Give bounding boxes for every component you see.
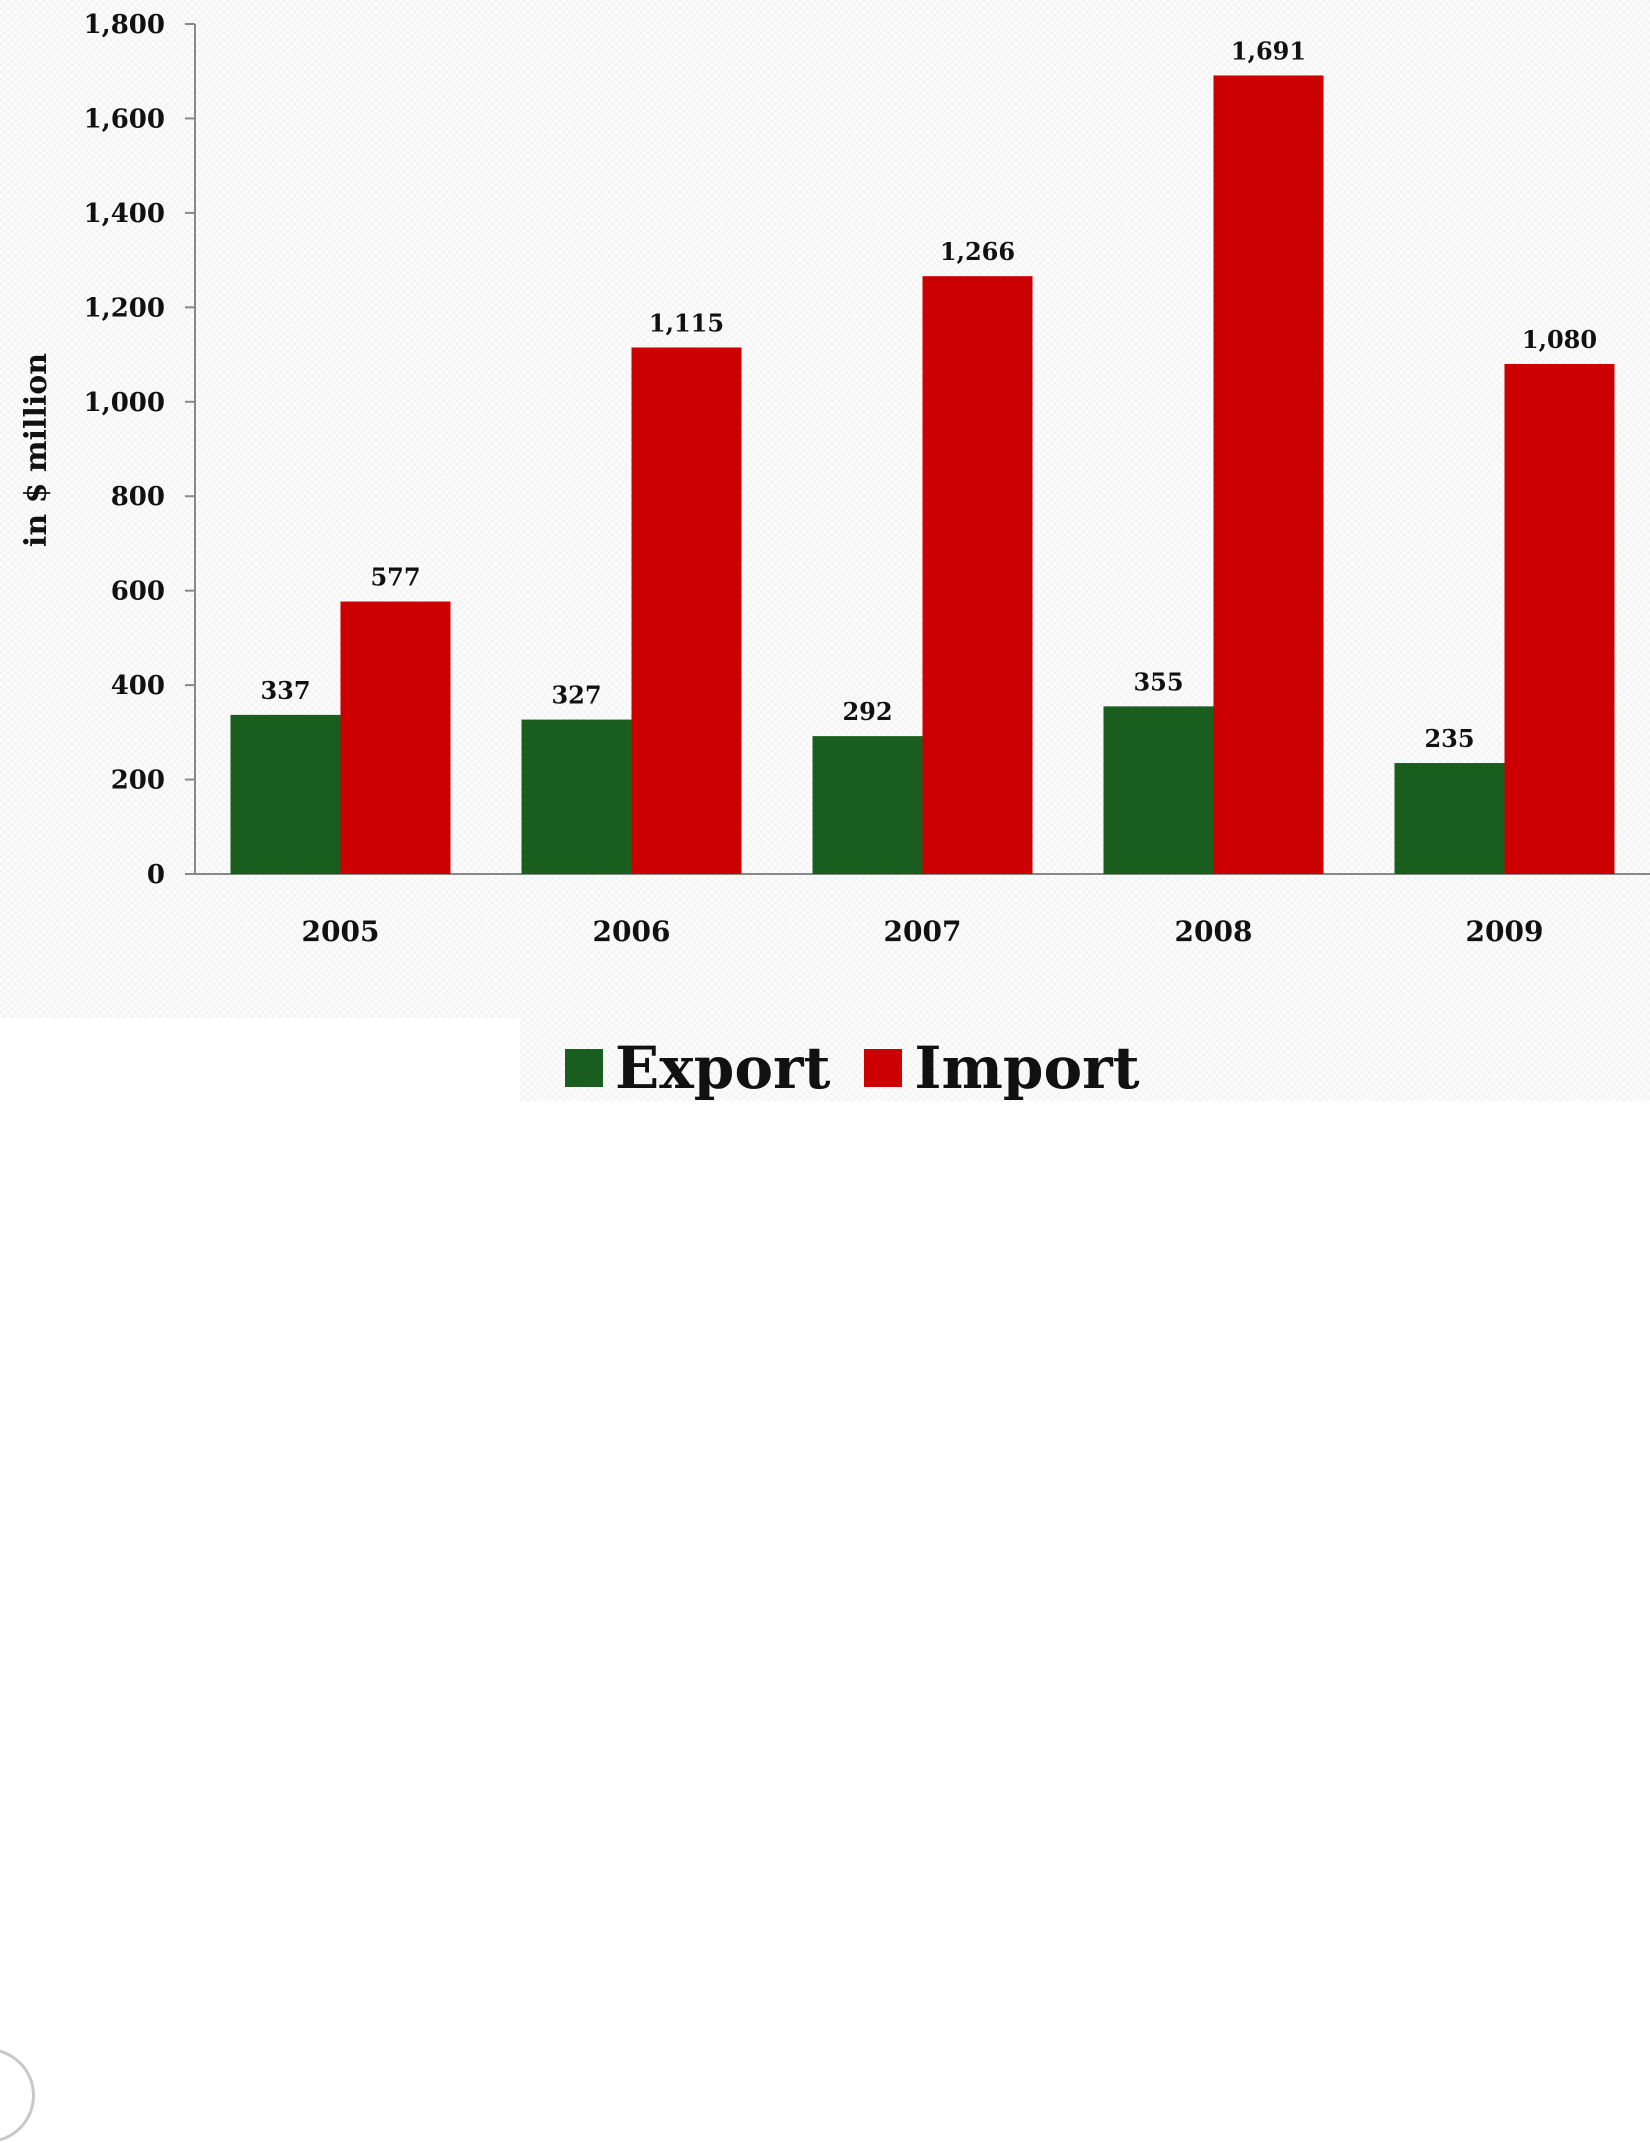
data-label-import-2008: 1,691	[1231, 36, 1306, 65]
bar-import-2006	[631, 347, 742, 874]
y-tick-label: 400	[111, 671, 165, 701]
y-tick-label: 1,400	[84, 199, 165, 229]
data-labels: 337 577 327 1,115 292 1,266 355 1,691 235 1,080	[260, 36, 1597, 753]
legend-label-export: Export	[615, 1033, 831, 1102]
bar-import-2007	[922, 276, 1033, 875]
y-tick-label: 800	[111, 482, 165, 512]
data-label-import-2007: 1,266	[940, 237, 1015, 266]
x-tick-label: 2006	[593, 915, 671, 948]
data-label-import-2006: 1,115	[649, 308, 724, 337]
legend: Export Import	[565, 1030, 1139, 1105]
chart-area: in $ million 0 200 400 600 800 1,000 1,200 1,40…	[0, 0, 1650, 1101]
y-tick-label: 1,200	[84, 293, 165, 323]
bar-export-2005	[230, 714, 341, 874]
axes: 0 200 400 600 800 1,000 1,200 1,400 1,600 1,800 20…	[84, 10, 1650, 948]
y-tick-label: 0	[147, 860, 165, 890]
y-tick-label: 1,800	[84, 10, 165, 40]
x-tick-label: 2007	[884, 915, 962, 948]
y-tick-label: 1,000	[84, 388, 165, 418]
data-label-import-2009: 1,080	[1522, 325, 1597, 354]
bar-export-2006	[521, 719, 632, 874]
bar-import-2005	[340, 601, 451, 874]
bars	[230, 75, 1615, 875]
legend-label-import: Import	[914, 1033, 1140, 1102]
bar-export-2007	[812, 736, 923, 874]
y-tick-label: 1,600	[84, 104, 165, 134]
y-tick-label: 200	[111, 766, 165, 796]
bar-import-2008	[1213, 75, 1324, 874]
x-tick-label: 2009	[1466, 915, 1544, 948]
x-tick-label: 2005	[302, 915, 380, 948]
legend-item-import: Import	[864, 1039, 1139, 1097]
bar-export-2009	[1394, 763, 1505, 874]
bar-import-2009	[1504, 364, 1615, 874]
x-tick-label: 2008	[1175, 915, 1253, 948]
bar-export-2008	[1103, 706, 1214, 874]
data-label-import-2005: 577	[370, 563, 420, 592]
legend-swatch-import	[864, 1048, 903, 1087]
y-tick-label: 600	[111, 577, 165, 607]
data-label-export-2007: 292	[842, 697, 892, 726]
logo-icon	[0, 2048, 35, 2143]
data-label-export-2008: 355	[1133, 667, 1183, 696]
data-label-export-2005: 337	[260, 676, 310, 705]
data-label-export-2006: 327	[551, 681, 601, 710]
bar-chart: in $ million 0 200 400 600 800 1,000 1,200 1,40…	[19, 10, 1650, 948]
legend-item-export: Export	[565, 1039, 830, 1097]
legend-swatch-export	[565, 1048, 603, 1087]
footer-panel	[0, 1018, 520, 2143]
y-axis-title: in $ million	[19, 353, 54, 547]
data-label-export-2009: 235	[1424, 724, 1474, 753]
